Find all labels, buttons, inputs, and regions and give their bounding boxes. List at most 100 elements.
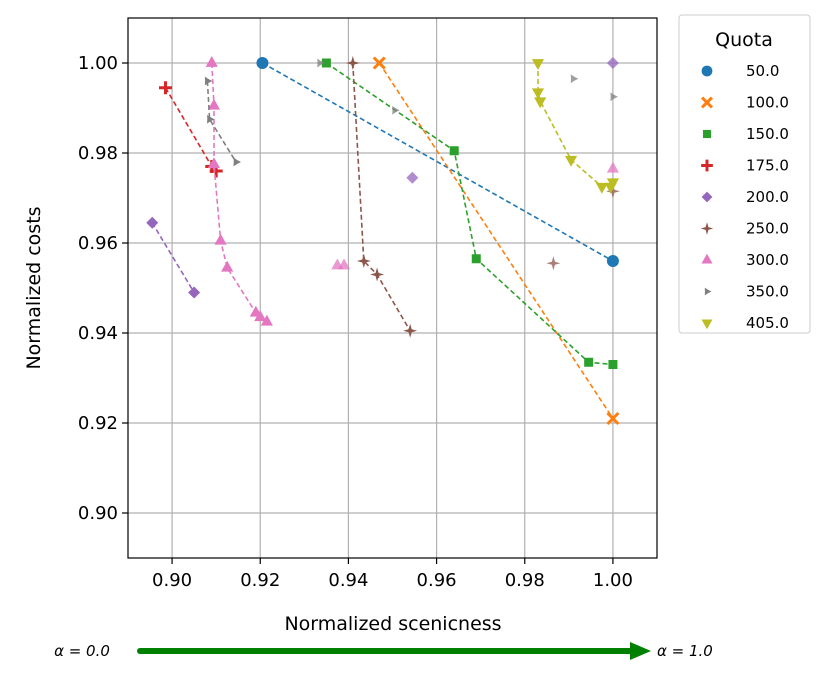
- legend-title: Quota: [715, 29, 773, 51]
- series-350.0-extra-point-3-shape: [610, 92, 618, 102]
- x-tick-label-1: 0.92: [240, 570, 280, 591]
- series-200.0-line: [151, 222, 195, 293]
- x-tick-label-5: 1.00: [593, 570, 633, 591]
- series-350.0-extra-point-2: [570, 74, 579, 84]
- legend-marker-175.0: [701, 159, 713, 172]
- series-405.0-point-1: [531, 88, 545, 100]
- series-150.0-point-3-shape: [584, 357, 594, 367]
- x-tick-label-0: 0.90: [152, 570, 192, 591]
- series-150.0-point-0-shape: [321, 58, 331, 68]
- legend-marker-350.0: [704, 287, 712, 296]
- y-tick-label-5: 1.00: [78, 53, 118, 74]
- series-300.0-line: [211, 62, 268, 323]
- series-100.0-point-0: [372, 56, 386, 70]
- plot-frame: [127, 17, 658, 559]
- series-405.0-point-4-shape: [595, 182, 608, 194]
- series-250.0-extra-point-0: [546, 256, 561, 271]
- series-100.0-point-0-shape: [372, 56, 386, 70]
- series-150.0: [321, 58, 618, 369]
- y-tick-label-2: 0.94: [78, 323, 118, 344]
- legend-label-250.0: 250.0: [746, 220, 789, 238]
- series-250.0-point-0-shape: [345, 56, 360, 70]
- legend-label-300.0: 300.0: [746, 251, 789, 269]
- legend: Quota 50.0 100.0 150.0 175.0 200.0 250.0 300.0…: [678, 14, 811, 334]
- series-250.0-extra-point-1: [605, 184, 620, 199]
- legend-marker-150.0: [702, 129, 712, 139]
- series-250.0-extra-point-0-shape: [546, 256, 561, 271]
- legend-marker-250.0: [700, 222, 714, 235]
- y-tick-label-4: 0.98: [78, 143, 118, 164]
- series-405.0-point-6-shape: [606, 178, 620, 190]
- series-50.0-line: [262, 62, 614, 262]
- series-300.0-point-3: [214, 233, 227, 245]
- series-200.0: [146, 57, 619, 299]
- y-tick-label-3: 0.96: [78, 233, 118, 254]
- y-tick-label-0: 0.90: [78, 503, 118, 524]
- series-300.0-extra-point-2: [606, 161, 620, 173]
- alpha-arrow-head: [630, 642, 651, 660]
- legend-label-150.0: 150.0: [746, 125, 789, 143]
- series-300.0-point-7: [260, 314, 273, 326]
- series-350.0-extra-point-0: [317, 58, 325, 68]
- series-200.0-point-1: [188, 286, 201, 299]
- series-300.0-point-4-shape: [221, 260, 234, 272]
- series-350.0-point-2: [233, 157, 242, 167]
- series-200.0-extra-point-1-shape: [606, 57, 619, 69]
- legend-marker-350.0-shape: [704, 287, 712, 296]
- series-200.0-extra-point-0-shape: [406, 171, 419, 184]
- legend-label-405.0: 405.0: [746, 314, 789, 332]
- legend-marker-50.0-shape: [701, 65, 713, 77]
- series-200.0-point-0-shape: [146, 216, 159, 229]
- legend-marker-200.0-shape: [701, 191, 713, 203]
- series-300.0-extra-point-1-shape: [337, 258, 351, 270]
- series-200.0-extra-point-1: [606, 57, 619, 69]
- series-405.0-point-1-shape: [531, 88, 545, 100]
- series-250.0-point-3: [403, 323, 418, 338]
- series-250.0-point-1-shape: [356, 254, 371, 268]
- series-405.0-point-0-shape: [531, 59, 545, 70]
- x-tick-label-4: 0.98: [505, 570, 545, 591]
- legend-marker-175.0-shape: [701, 159, 713, 172]
- series-50.0-point-0-shape: [256, 57, 269, 69]
- series-250.0-line: [352, 62, 411, 332]
- series-250.0: [345, 56, 620, 338]
- legend-marker-300.0: [701, 253, 713, 264]
- legend-marker-100.0: [700, 96, 714, 109]
- series-150.0-point-0: [321, 58, 331, 68]
- alpha-end-label: α = 1.0: [657, 642, 713, 660]
- series-405.0-point-3: [564, 155, 578, 167]
- legend-marker-50.0: [701, 65, 713, 77]
- series-100.0: [372, 56, 620, 426]
- x-tick-label-2: 0.94: [328, 570, 368, 591]
- legend-label-50.0: 50.0: [746, 62, 779, 80]
- series-350.0-point-2-shape: [233, 157, 242, 167]
- series-50.0-point-0: [256, 57, 269, 69]
- series-300.0-point-0: [205, 56, 218, 67]
- series-300.0-point-6: [254, 310, 267, 322]
- series-150.0-point-4-shape: [608, 360, 618, 369]
- y-axis-label: Normalized costs: [23, 206, 45, 369]
- series-100.0-point-1: [606, 411, 620, 426]
- series-200.0-point-0: [146, 216, 159, 229]
- series-405.0: [531, 59, 620, 194]
- series-300.0-point-1-shape: [207, 98, 221, 110]
- series-405.0-point-0: [531, 59, 545, 70]
- series-150.0-point-2-shape: [471, 254, 481, 264]
- series-300.0-point-6-shape: [254, 310, 267, 322]
- x-tick-label-3: 0.96: [417, 570, 457, 591]
- legend-box: [678, 14, 811, 334]
- series-350.0-extra-point-1: [392, 105, 400, 115]
- grid-layer: [128, 18, 657, 558]
- series-300.0-point-1: [207, 98, 221, 110]
- series-300.0-extra-point-2-shape: [606, 161, 620, 173]
- series-350.0-point-1: [207, 114, 215, 124]
- series-200.0-extra-point-0: [406, 171, 419, 184]
- series-250.0-extra-point-1-shape: [605, 184, 620, 199]
- legend-label-350.0: 350.0: [746, 283, 789, 301]
- series-405.0-point-2: [534, 97, 547, 109]
- series-250.0-point-3-shape: [403, 323, 418, 338]
- series-405.0-point-4: [595, 182, 608, 194]
- series-350.0-point-0: [204, 76, 213, 86]
- series-100.0-line: [378, 62, 614, 419]
